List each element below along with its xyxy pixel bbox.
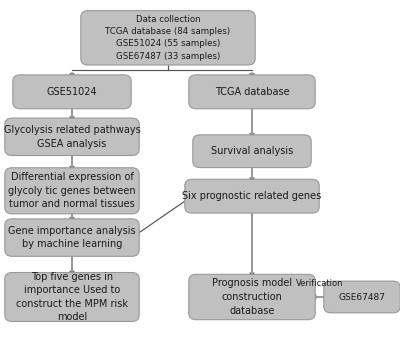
Text: Differential expression of
glycoly tic genes between
tumor and normal tissues: Differential expression of glycoly tic g… [8, 172, 136, 210]
Text: GSE51024: GSE51024 [47, 87, 97, 97]
Text: GSE67487: GSE67487 [338, 292, 386, 302]
Text: Prognosis model
construction
database: Prognosis model construction database [212, 278, 292, 316]
Text: Top five genes in
importance Used to
construct the MPM risk
model: Top five genes in importance Used to con… [16, 271, 128, 323]
FancyBboxPatch shape [324, 281, 400, 313]
Text: Verification: Verification [296, 279, 343, 288]
Text: TCGA database: TCGA database [215, 87, 289, 97]
FancyBboxPatch shape [13, 75, 131, 109]
FancyBboxPatch shape [5, 273, 139, 321]
Text: Glycolysis related pathways
GSEA analysis: Glycolysis related pathways GSEA analysi… [4, 125, 140, 149]
Text: Data collection
TCGA database (84 samples)
GSE51024 (55 samples)
GSE67487 (33 sa: Data collection TCGA database (84 sample… [106, 15, 230, 60]
FancyBboxPatch shape [5, 118, 139, 156]
FancyBboxPatch shape [189, 75, 315, 109]
Text: Survival analysis: Survival analysis [211, 146, 293, 156]
FancyBboxPatch shape [193, 135, 311, 168]
FancyBboxPatch shape [5, 168, 139, 214]
Text: Six prognostic related genes: Six prognostic related genes [182, 191, 322, 201]
FancyBboxPatch shape [189, 274, 315, 320]
FancyBboxPatch shape [81, 10, 255, 65]
Text: Gene importance analysis
by machine learning: Gene importance analysis by machine lear… [8, 226, 136, 249]
FancyBboxPatch shape [185, 179, 319, 213]
FancyBboxPatch shape [5, 219, 139, 256]
